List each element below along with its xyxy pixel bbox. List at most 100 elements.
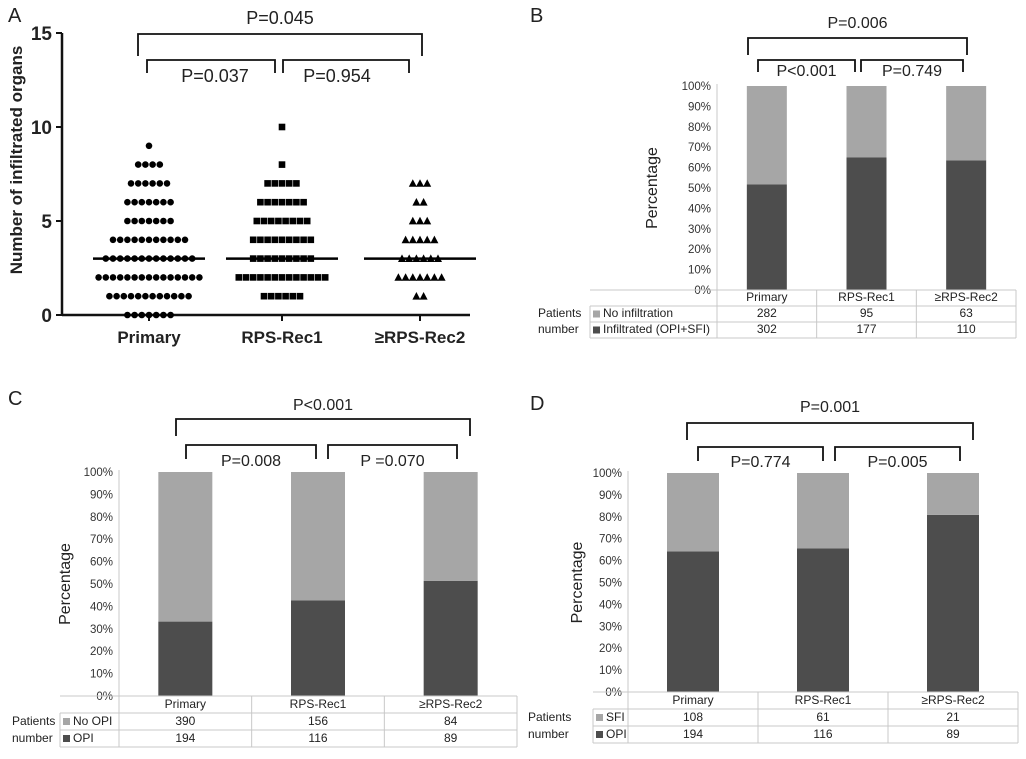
data-point-circle — [142, 161, 149, 168]
y-axis-label: Number of infiltrated organs — [7, 46, 26, 275]
table-cell: 21 — [946, 710, 960, 724]
table-cell: 116 — [813, 727, 832, 741]
panel-a: A Number of infiltrated organs 0 5 10 15 Prima… — [7, 5, 476, 347]
bar-segment-infiltrated-opi-sfi- — [846, 157, 887, 290]
x-category-label: Primary — [165, 697, 206, 711]
comparison-bracket — [686, 422, 974, 440]
bar-segment-no-infiltration — [946, 86, 987, 161]
data-point-circle — [131, 311, 138, 319]
data-point-triangle — [408, 216, 417, 225]
data-point-square — [289, 217, 297, 225]
data-point-square — [296, 217, 304, 225]
panel-label-a: A — [8, 5, 22, 27]
data-point-square — [314, 274, 322, 281]
bar-segment-opi — [797, 548, 849, 692]
table-cell: 156 — [308, 714, 328, 728]
data-point-circle — [163, 292, 171, 300]
y-tick-label: 70% — [599, 534, 622, 546]
data-point-circle — [120, 292, 128, 300]
y-tick-label: 50% — [599, 578, 622, 590]
table-cell: 302 — [757, 322, 777, 336]
bar-segment-no-infiltration — [746, 86, 787, 185]
bar-segment-no-opi — [291, 472, 345, 601]
p-value-label: P=0.954 — [303, 66, 371, 86]
y-tick-label: 10% — [599, 665, 622, 677]
data-point-triangle — [408, 179, 417, 187]
bar-segment-sfi — [667, 473, 719, 552]
table-cell: 108 — [683, 710, 703, 724]
data-point-circle — [152, 198, 160, 206]
data-point-square — [296, 292, 304, 300]
bar-segment-sfi — [927, 473, 979, 515]
data-point-square — [275, 292, 282, 300]
p-value-label: P=0.005 — [867, 454, 927, 471]
data-point-square — [285, 274, 293, 281]
x-tick-label: Primary — [117, 328, 181, 347]
p-value-label: P=0.008 — [221, 453, 281, 470]
data-point-circle — [113, 292, 120, 300]
p-value-label: P=0.749 — [882, 63, 942, 80]
y-axis-label: Percentage — [644, 147, 661, 229]
data-point-circle — [127, 180, 135, 187]
data-point-square — [271, 274, 279, 281]
data-point-circle — [138, 274, 146, 281]
y-tick-label: 30% — [90, 624, 113, 636]
y-tick-label: 40% — [599, 599, 622, 611]
table-row-header: Patients — [12, 714, 55, 728]
data-point-circle — [102, 274, 110, 281]
data-point-circle — [196, 274, 203, 281]
data-point-square — [249, 236, 257, 244]
y-tick-label: 60% — [599, 556, 622, 568]
y-tick-label: 0% — [96, 691, 113, 703]
data-point-square — [303, 217, 311, 225]
data-point-triangle — [419, 292, 428, 300]
table-cell: 84 — [444, 714, 458, 728]
data-point-circle — [109, 274, 117, 281]
data-point-circle — [109, 236, 117, 244]
data-point-circle — [145, 236, 153, 244]
y-tick-label: 50% — [688, 183, 711, 195]
data-point-circle — [167, 236, 174, 244]
legend-label: OPI — [606, 727, 627, 741]
y-tick-label: 0 — [41, 306, 52, 327]
data-point-triangle — [423, 235, 432, 244]
data-point-triangle — [416, 216, 424, 225]
table-cell: 63 — [959, 306, 973, 320]
data-point-square — [321, 274, 329, 281]
data-point-square — [278, 198, 286, 206]
data-point-square — [278, 161, 286, 168]
data-point-circle — [156, 161, 164, 168]
data-point-square — [275, 217, 282, 225]
bar-segment-infiltrated-opi-sfi- — [946, 160, 987, 290]
data-point-circle — [167, 198, 174, 206]
data-point-square — [300, 274, 307, 281]
data-point-square — [242, 274, 250, 281]
data-point-circle — [152, 311, 160, 319]
comparison-bracket — [860, 59, 964, 72]
data-point-circle — [149, 161, 156, 168]
x-category-label: ≥RPS-Rec2 — [921, 693, 985, 707]
data-point-square — [293, 236, 300, 244]
p-value-label: P<0.001 — [776, 63, 836, 80]
data-point-square — [260, 292, 268, 300]
data-point-square — [278, 123, 286, 131]
legend-label: No infiltration — [603, 306, 673, 320]
data-point-triangle — [437, 273, 446, 281]
x-category-label: RPS-Rec1 — [838, 290, 895, 304]
y-tick-label: 80% — [599, 512, 622, 524]
data-point-circle — [95, 274, 102, 281]
data-point-triangle — [401, 273, 410, 281]
y-tick-label: 10% — [90, 669, 113, 681]
data-point-circle — [124, 274, 131, 281]
x-category-label: ≥RPS-Rec2 — [419, 697, 483, 711]
comparison-bracket — [757, 59, 856, 72]
y-tick-label: 10 — [31, 118, 52, 139]
panel-label-b: B — [530, 5, 543, 27]
data-point-square — [264, 198, 271, 206]
data-point-triangle — [408, 273, 417, 281]
legend-label: OPI — [73, 731, 94, 745]
data-point-circle — [160, 311, 167, 319]
data-point-square — [235, 274, 243, 281]
panel-c: C 0% 10% 20% 30% 40% 50% 60% 70% 80% 90% 100% Percen… — [8, 388, 518, 748]
bar-segment-opi — [423, 580, 478, 696]
